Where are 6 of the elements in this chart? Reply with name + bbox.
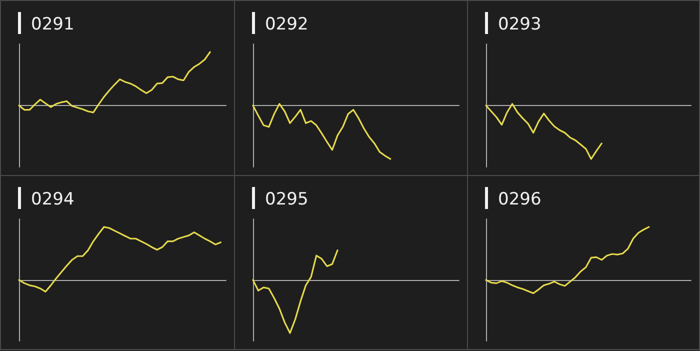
chart-title: 0296 [498, 190, 542, 210]
chart-title: 0295 [265, 190, 308, 210]
chart-title: 0293 [498, 14, 542, 34]
chart-title: 0292 [265, 14, 308, 34]
chart-title: 0294 [31, 190, 74, 210]
chart-title: 0291 [31, 14, 74, 34]
